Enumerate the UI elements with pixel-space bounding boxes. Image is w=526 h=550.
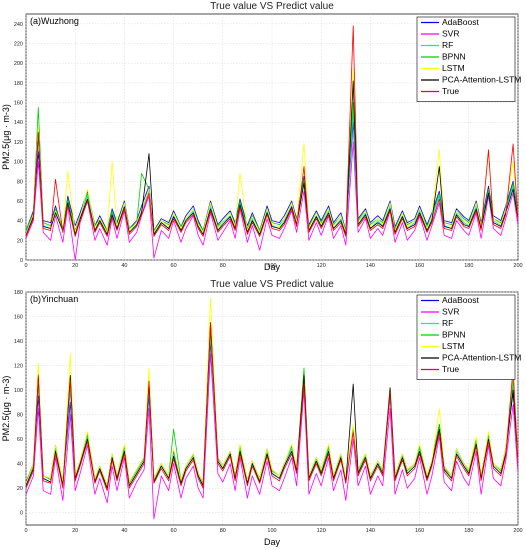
- series-group: [26, 25, 518, 260]
- x-tick-label: 160: [415, 263, 424, 269]
- x-axis-label: Day: [264, 262, 281, 272]
- x-tick-label: 20: [72, 528, 78, 534]
- y-tick-label: 60: [17, 437, 23, 443]
- y-tick-label: 200: [14, 61, 23, 67]
- legend-entry: PCA-Attention-LSTM: [442, 353, 521, 363]
- x-tick-label: 80: [220, 528, 226, 534]
- y-tick-label: 0: [20, 511, 23, 517]
- series-line-pca-attention-lstm: [26, 80, 518, 236]
- panel-label: (b)Yinchuan: [30, 294, 78, 304]
- x-axis-label: Day: [264, 537, 281, 547]
- x-tick-label: 160: [415, 528, 424, 534]
- x-tick-label: 60: [171, 263, 177, 269]
- series-line-bpnn: [26, 102, 518, 231]
- y-tick-label: 180: [14, 81, 23, 87]
- legend-entry: AdaBoost: [442, 295, 479, 305]
- y-tick-label: 0: [20, 258, 23, 264]
- x-tick-label: 200: [513, 528, 522, 534]
- y-tick-label: 40: [17, 219, 23, 225]
- x-tick-label: 0: [24, 263, 27, 269]
- series-group: [26, 297, 518, 520]
- x-tick-label: 60: [171, 528, 177, 534]
- y-tick-label: 60: [17, 199, 23, 205]
- series-line-svr: [26, 352, 518, 520]
- panel-yinchuan: True value VS Predict value 0 20 40 60 80 100 1…: [1, 279, 523, 547]
- legend-entry: RF: [442, 40, 453, 50]
- x-tick-label: 100: [267, 263, 276, 269]
- y-tick-label: 120: [14, 140, 23, 146]
- x-tick-label: 80: [220, 263, 226, 269]
- series-line-lstm: [26, 297, 518, 487]
- chart-title: True value VS Predict value: [210, 279, 334, 290]
- x-tick-label: 40: [121, 528, 127, 534]
- legend-entry: SVR: [442, 29, 459, 39]
- legend-entry: LSTM: [442, 341, 465, 351]
- y-axis-label: PM2.5(μg · m-3): [1, 104, 11, 170]
- y-tick-label: 160: [14, 101, 23, 107]
- y-tick-label: 120: [14, 364, 23, 370]
- y-tick-label: 40: [17, 462, 23, 468]
- x-tick-label: 40: [121, 263, 127, 269]
- x-tick-label: 20: [72, 263, 78, 269]
- panel-wuzhong: True value VS Predict value 0 20 40 60 80 100 1…: [1, 1, 523, 272]
- x-tick-label: 180: [464, 528, 473, 534]
- x-tick-label: 200: [513, 263, 522, 269]
- y-tick-label: 100: [14, 388, 23, 394]
- legend-entry: PCA-Attention-LSTM: [442, 75, 521, 85]
- panel-label: (a)Wuzhong: [30, 16, 79, 26]
- y-tick-label: 80: [17, 413, 23, 419]
- legend-entry: BPNN: [442, 330, 466, 340]
- x-tick-label: 0: [24, 528, 27, 534]
- y-axis-label: PM2.5(μg · m-3): [1, 376, 11, 442]
- series-line-true: [26, 25, 518, 237]
- x-tick-label: 120: [317, 528, 326, 534]
- legend-entry: BPNN: [442, 52, 466, 62]
- legend-entry: True: [442, 86, 459, 96]
- x-tick-label: 120: [317, 263, 326, 269]
- y-tick-label: 100: [14, 160, 23, 166]
- series-line-true: [26, 322, 518, 492]
- y-tick-label: 180: [14, 290, 23, 296]
- legend-entry: AdaBoost: [442, 17, 479, 27]
- x-tick-label: 180: [464, 263, 473, 269]
- y-tick-label: 20: [17, 486, 23, 492]
- series-line-svr: [26, 141, 518, 260]
- legend-entry: True: [442, 364, 459, 374]
- legend-box: [416, 294, 516, 380]
- y-tick-label: 140: [14, 120, 23, 126]
- y-tick-label: 160: [14, 315, 23, 321]
- x-tick-label: 100: [267, 528, 276, 534]
- y-tick-label: 140: [14, 339, 23, 345]
- legend-entry: SVR: [442, 307, 459, 317]
- chart-title: True value VS Predict value: [210, 1, 334, 12]
- y-tick-label: 240: [14, 22, 23, 28]
- y-tick-label: 80: [17, 179, 23, 185]
- y-tick-label: 220: [14, 42, 23, 48]
- legend-box: [416, 16, 516, 102]
- x-tick-label: 140: [366, 263, 375, 269]
- series-line-lstm: [26, 67, 518, 235]
- legend-entry: RF: [442, 318, 453, 328]
- y-tick-label: 20: [17, 238, 23, 244]
- x-tick-label: 140: [366, 528, 375, 534]
- legend-entry: LSTM: [442, 63, 465, 73]
